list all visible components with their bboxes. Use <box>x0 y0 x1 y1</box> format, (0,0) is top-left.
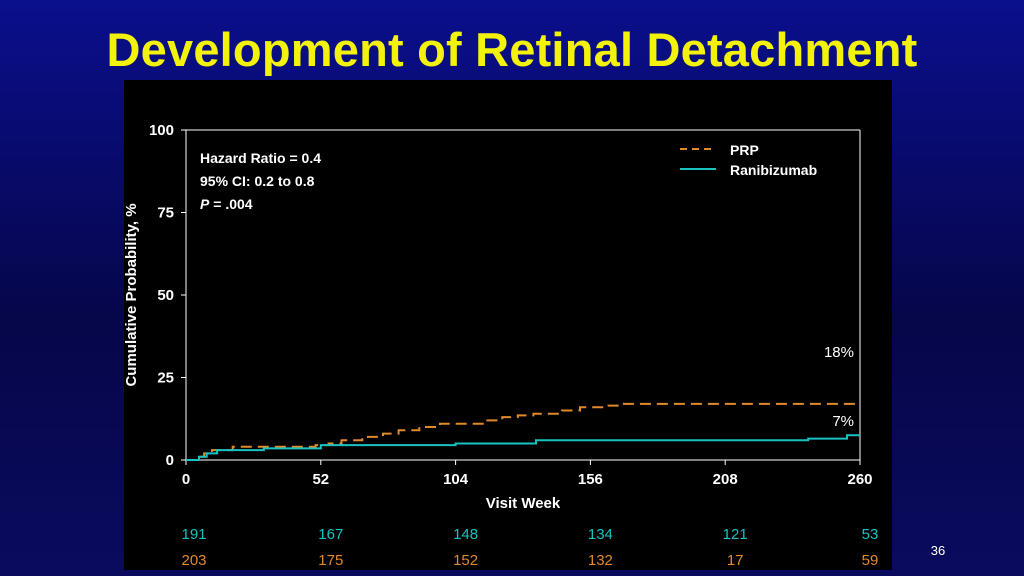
y-tick-label: 100 <box>149 122 174 139</box>
x-ticks: 0 52 104 156 208 260 <box>182 460 873 488</box>
stats-p-value: P = .004 <box>200 196 253 212</box>
x-axis-label: Visit Week <box>486 495 561 512</box>
x-tick-label: 156 <box>578 471 603 488</box>
at-risk-ranibizumab-value: 148 <box>453 526 478 543</box>
x-tick-label: 104 <box>443 471 469 488</box>
at-risk-ranibizumab-value: 191 <box>181 526 206 543</box>
legend-ranibizumab-label: Ranibizumab <box>730 162 817 178</box>
ranibizumab-series-line <box>186 434 860 461</box>
chart-svg: 0 52 104 156 208 260 0 25 50 75 100 Visit Week Cu… <box>123 122 878 569</box>
y-tick-label: 0 <box>166 452 174 469</box>
prp-series-line <box>186 402 860 461</box>
stats-p-number: .004 <box>225 196 252 212</box>
x-tick-label: 260 <box>847 471 872 488</box>
x-tick-label: 0 <box>182 471 190 488</box>
at-risk-prp-value: 175 <box>318 552 343 569</box>
at-risk-ranibizumab-value: 53 <box>862 526 879 543</box>
ranibizumab-end-label: 7% <box>832 413 854 430</box>
y-axis-label: Cumulative Probability, % <box>124 203 140 386</box>
at-risk-prp-value: 17 <box>727 552 744 569</box>
at-risk-ranibizumab-value: 134 <box>588 526 613 543</box>
at-risk-prp-value: 132 <box>588 552 613 569</box>
prp-end-label: 18% <box>824 344 854 361</box>
at-risk-prp-value: 152 <box>453 552 478 569</box>
y-tick-label: 50 <box>157 287 174 304</box>
chart-panel: 0 52 104 156 208 260 0 25 50 75 100 Visit Week Cu… <box>123 80 892 570</box>
slide-title: Development of Retinal Detachment <box>106 23 918 76</box>
slide-number: 36 <box>930 543 946 558</box>
stats-p-eq: = <box>209 196 225 212</box>
stats-ci: 95% CI: 0.2 to 0.8 <box>200 173 315 189</box>
at-risk-ranibizumab-value: 167 <box>318 526 343 543</box>
y-tick-label: 25 <box>157 370 174 387</box>
y-ticks: 0 25 50 75 100 <box>149 122 186 469</box>
stats-p-label: P <box>200 196 210 212</box>
at-risk-prp-value: 59 <box>862 552 879 569</box>
at-risk-table: 191 167 148 134 121 53 203 175 152 132 17 59 <box>181 526 878 569</box>
x-tick-label: 208 <box>713 471 738 488</box>
at-risk-ranibizumab-value: 121 <box>723 526 748 543</box>
legend-prp-label: PRP <box>730 142 759 158</box>
at-risk-prp-value: 203 <box>181 552 206 569</box>
stats-hazard-ratio: Hazard Ratio = 0.4 <box>200 150 321 166</box>
x-tick-label: 52 <box>312 471 329 488</box>
series-lines <box>186 402 860 461</box>
y-tick-label: 75 <box>157 205 174 222</box>
